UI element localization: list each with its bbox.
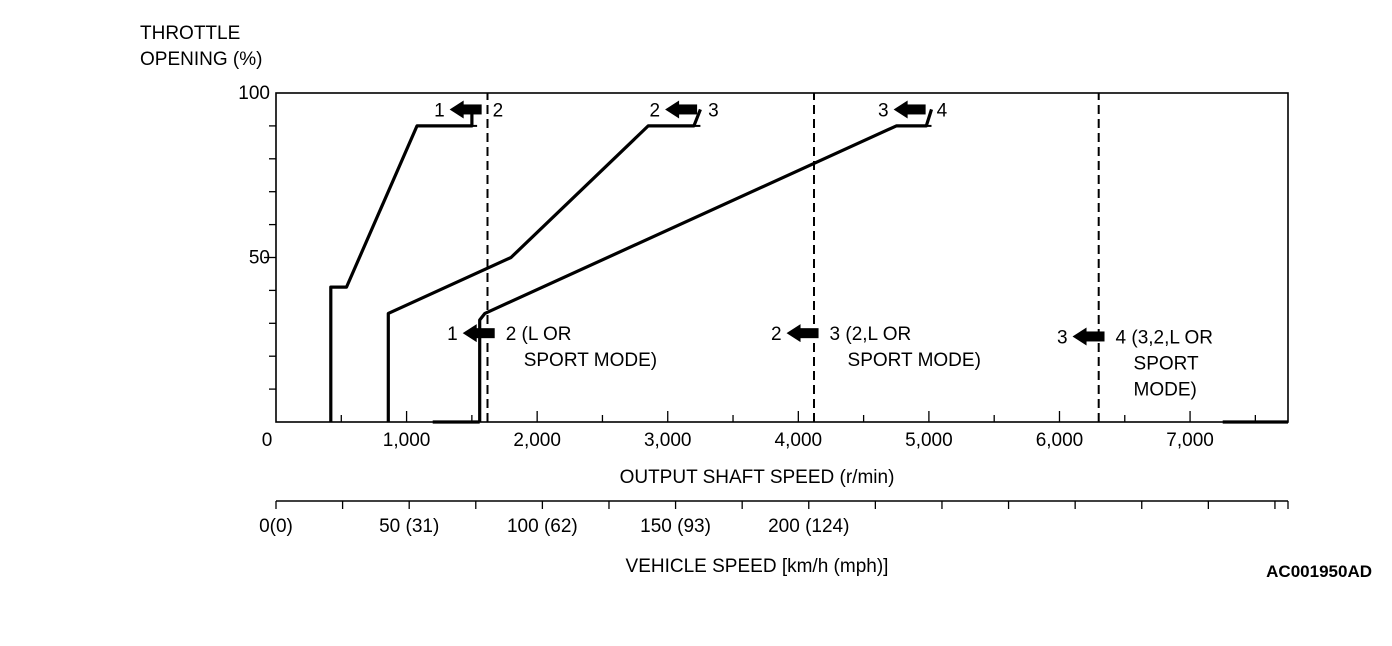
secondary-tick-label: 150 (93) bbox=[640, 516, 711, 537]
shift-arrow bbox=[678, 104, 698, 115]
shift-arrow bbox=[475, 328, 495, 339]
shift-line bbox=[478, 108, 934, 422]
y-tick-label: 100 bbox=[238, 83, 270, 104]
shift-annotations: 1 2 2 3 3 4 1 2 (L OR SPORT MODE) 2 3 (2,L OR SPORT… bbox=[434, 100, 1213, 400]
x-axis-title: OUTPUT SHAFT SPEED (r/min) bbox=[620, 467, 895, 488]
shift-arrow bbox=[786, 324, 801, 343]
annotation-to-gear: 3 bbox=[708, 100, 719, 121]
x-tick-label: 6,000 bbox=[1036, 430, 1084, 451]
shift-line bbox=[386, 108, 702, 422]
annotation-from-gear: 3 bbox=[1057, 327, 1068, 348]
annotation-to-gear: 4 bbox=[937, 100, 948, 121]
secondary-tick-label: 200 (124) bbox=[768, 516, 849, 537]
shift-arrow bbox=[462, 104, 482, 115]
secondary-axis-ticks: 0(0) 50 (31) 100 (62) 150 (93) 200 (124) bbox=[259, 501, 1289, 537]
annotation-mode-text: SPORT MODE) bbox=[848, 350, 981, 371]
shift-arrow bbox=[799, 328, 819, 339]
x-tick-label: 7,000 bbox=[1166, 430, 1214, 451]
annotation-to-gear: 4 (3,2,L OR bbox=[1116, 327, 1214, 348]
x-tick-label: 2,000 bbox=[513, 430, 561, 451]
annotation-from-gear: 1 bbox=[434, 100, 445, 121]
secondary-tick-label: 100 (62) bbox=[507, 516, 578, 537]
shift-arrow bbox=[449, 100, 464, 119]
shift-arrow bbox=[665, 100, 680, 119]
figure-code: AC001950AD bbox=[1266, 562, 1372, 581]
y-axis-title-line-1: THROTTLE bbox=[140, 23, 240, 44]
shift-arrow bbox=[1072, 327, 1087, 346]
annotation-from-gear: 1 bbox=[447, 324, 458, 345]
shift-arrow bbox=[462, 324, 477, 343]
shift-arrow bbox=[893, 100, 908, 119]
y-axis-ticks: 50 100 bbox=[238, 83, 276, 390]
annotation-to-gear: 3 (2,L OR bbox=[830, 324, 912, 345]
annotation-to-gear: 2 bbox=[493, 100, 504, 121]
shift-arrow bbox=[1085, 331, 1105, 342]
x-tick-label: 3,000 bbox=[644, 430, 692, 451]
annotation-mode-text: SPORT bbox=[1134, 353, 1200, 374]
secondary-tick-label: 0(0) bbox=[259, 516, 293, 537]
y-axis-title-line-2: OPENING (%) bbox=[140, 49, 262, 70]
x-tick-label: 1,000 bbox=[383, 430, 431, 451]
secondary-axis-title: VEHICLE SPEED [km/h (mph)] bbox=[626, 556, 889, 577]
shift-line bbox=[329, 109, 474, 422]
secondary-tick-label: 50 (31) bbox=[379, 516, 439, 537]
annotation-mode-text: SPORT MODE) bbox=[524, 350, 657, 371]
x-tick-label: 5,000 bbox=[905, 430, 953, 451]
annotation-from-gear: 2 bbox=[771, 324, 782, 345]
annotation-mode-text: MODE) bbox=[1134, 379, 1197, 400]
shift-arrow bbox=[906, 104, 926, 115]
x-tick-label: 4,000 bbox=[775, 430, 823, 451]
y-tick-label: 50 bbox=[249, 248, 270, 269]
annotation-to-gear: 2 (L OR bbox=[506, 324, 572, 345]
annotation-from-gear: 2 bbox=[650, 100, 661, 121]
x-tick-label: 0 bbox=[262, 430, 273, 451]
annotation-from-gear: 3 bbox=[878, 100, 889, 121]
x-axis-ticks: 0 1,000 2,000 3,000 4,000 5,000 6,000 7,000 bbox=[262, 411, 1257, 451]
